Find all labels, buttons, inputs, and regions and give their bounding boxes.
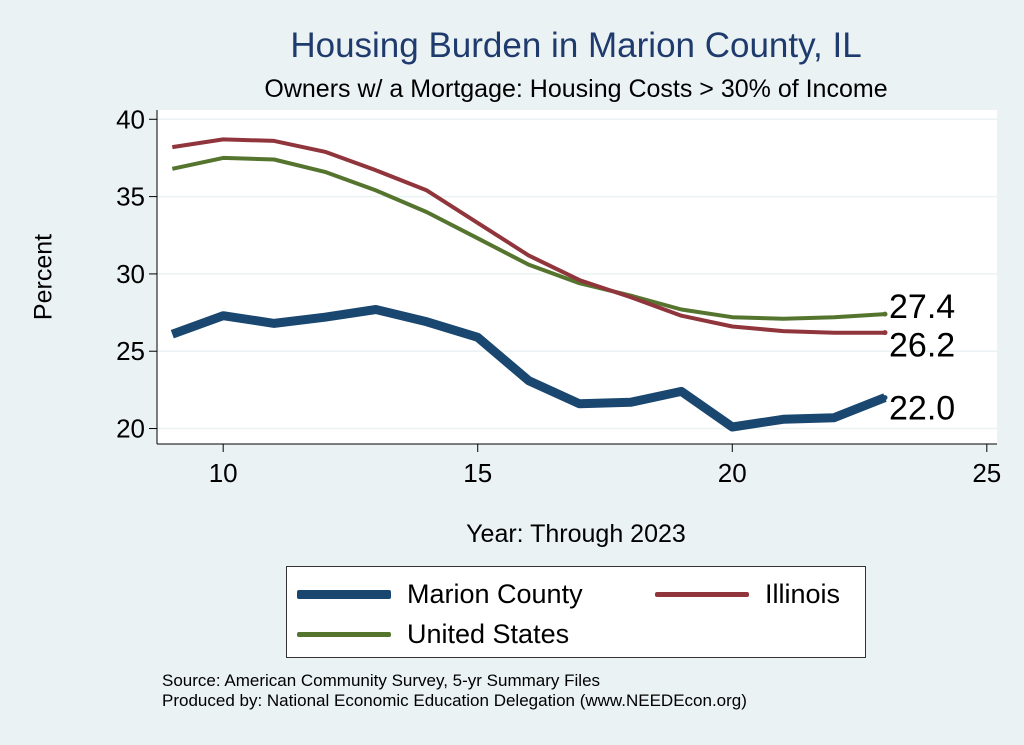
y-tick-label: 30 xyxy=(116,259,145,289)
x-tick-label: 10 xyxy=(209,458,238,488)
legend-swatch-united-states xyxy=(297,631,391,637)
series-line-marion-county xyxy=(170,305,887,432)
x-tick-label: 20 xyxy=(718,458,747,488)
line-chart: 20 25 30 35 40 10 15 20 25 22.0 26.227.4 xyxy=(116,104,1001,488)
series-line-illinois xyxy=(172,137,885,335)
series-line-united-states xyxy=(171,155,886,321)
y-tick-label: 20 xyxy=(116,414,145,444)
legend-swatch-illinois xyxy=(655,591,749,597)
end-point xyxy=(882,330,888,336)
x-tick-label: 25 xyxy=(972,458,1001,488)
y-tick-label: 25 xyxy=(116,336,145,366)
x-tick-label: 15 xyxy=(463,458,492,488)
legend-label: Illinois xyxy=(765,578,841,609)
legend-label: Marion County xyxy=(407,578,583,609)
legend-item-illinois: Illinois xyxy=(655,577,840,611)
producer-note: Produced by: National Economic Education… xyxy=(162,691,747,710)
legend-item-marion-county: Marion County xyxy=(297,577,583,611)
source-note: Source: American Community Survey, 5-yr … xyxy=(162,671,601,690)
y-tick-label: 40 xyxy=(116,104,145,134)
chart-title: Housing Burden in Marion County, IL xyxy=(290,26,862,65)
x-axis-label: Year: Through 2023 xyxy=(466,520,686,548)
end-label: 27.4 xyxy=(889,288,955,326)
legend: Marion County Illinois United States xyxy=(286,566,866,658)
end-label: 22.0 xyxy=(889,390,955,428)
legend-swatch-marion-county xyxy=(297,589,391,599)
y-tick-label: 35 xyxy=(116,182,145,212)
legend-label: United States xyxy=(407,618,570,649)
chart-subtitle: Owners w/ a Mortgage: Housing Costs > 30… xyxy=(264,75,888,103)
end-point xyxy=(882,395,888,401)
end-label: 26.2 xyxy=(889,327,955,365)
end-point xyxy=(882,311,888,317)
legend-item-united-states: United States xyxy=(297,617,569,651)
